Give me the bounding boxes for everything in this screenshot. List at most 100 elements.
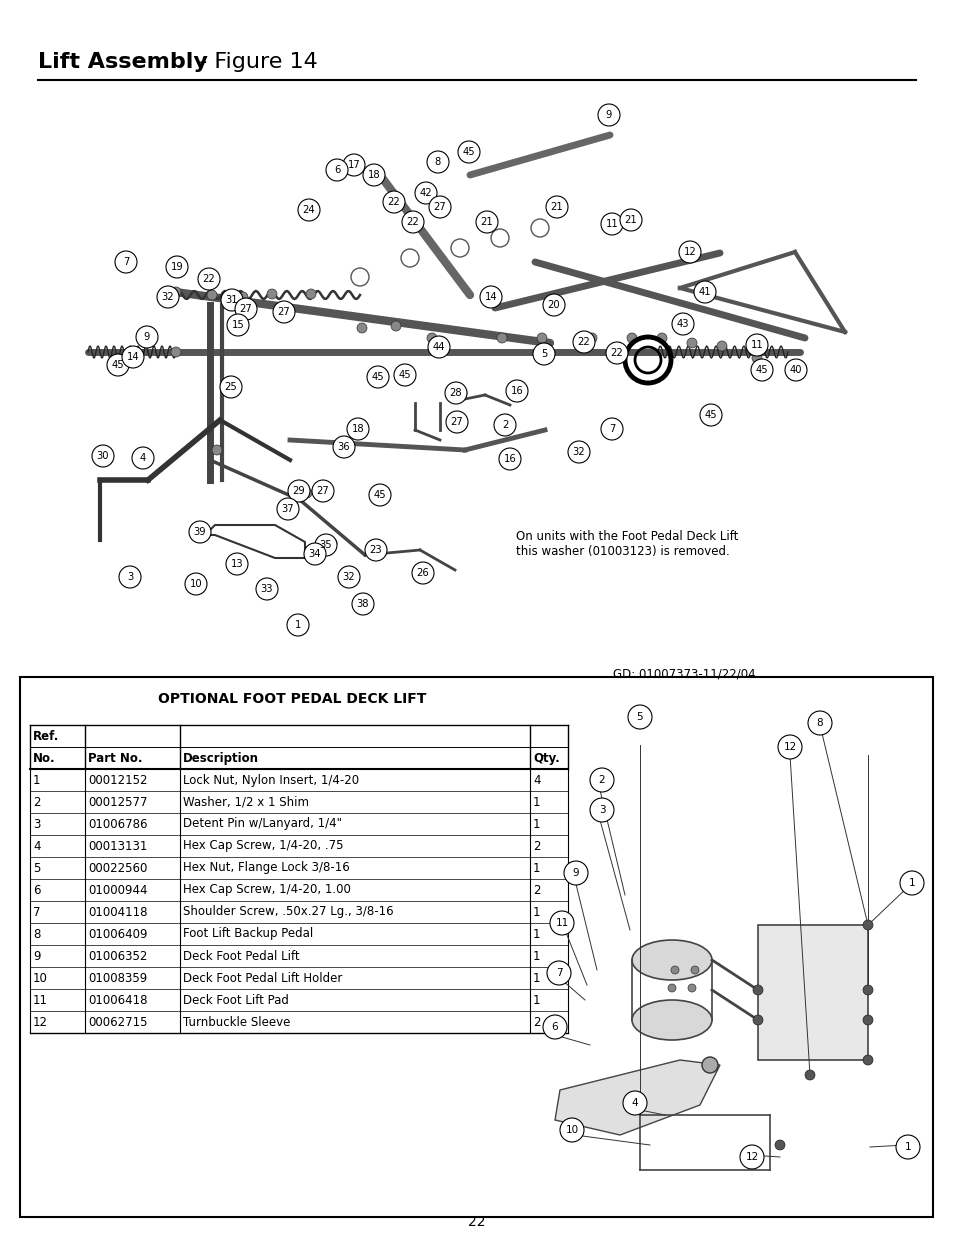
Text: 34: 34 xyxy=(309,550,321,559)
Circle shape xyxy=(91,445,113,467)
Text: 11: 11 xyxy=(605,219,618,228)
Text: 16: 16 xyxy=(503,454,516,464)
Circle shape xyxy=(288,480,310,501)
Text: 12: 12 xyxy=(683,247,696,257)
Circle shape xyxy=(546,961,571,986)
Text: 11: 11 xyxy=(750,340,762,350)
Text: 27: 27 xyxy=(316,487,329,496)
Text: 1: 1 xyxy=(294,620,301,630)
Text: 7: 7 xyxy=(123,257,129,267)
Text: 01004118: 01004118 xyxy=(88,905,148,919)
Text: 22: 22 xyxy=(406,217,419,227)
Circle shape xyxy=(122,346,144,368)
Circle shape xyxy=(363,164,385,186)
Text: 14: 14 xyxy=(127,352,139,362)
Text: 15: 15 xyxy=(232,320,244,330)
Text: Turnbuckle Sleeve: Turnbuckle Sleeve xyxy=(183,1015,290,1029)
Circle shape xyxy=(752,986,762,995)
Text: Lift Assembly: Lift Assembly xyxy=(38,52,208,72)
Text: 1: 1 xyxy=(533,927,540,941)
Text: 1: 1 xyxy=(533,795,540,809)
Circle shape xyxy=(479,287,501,308)
Text: 2: 2 xyxy=(533,1015,540,1029)
Text: 3: 3 xyxy=(127,572,133,582)
Circle shape xyxy=(679,241,700,263)
Text: 45: 45 xyxy=(398,370,411,380)
Text: 1: 1 xyxy=(533,950,540,962)
Circle shape xyxy=(687,984,696,992)
Text: On units with the Foot Pedal Deck Lift
this washer (01003123) is removed.: On units with the Foot Pedal Deck Lift t… xyxy=(516,530,738,558)
Text: 13: 13 xyxy=(231,559,243,569)
Circle shape xyxy=(369,484,391,506)
Text: 6: 6 xyxy=(33,883,40,897)
Text: 12: 12 xyxy=(744,1152,758,1162)
Circle shape xyxy=(542,1015,566,1039)
Text: 1: 1 xyxy=(533,993,540,1007)
Text: 1: 1 xyxy=(33,773,40,787)
Text: 1: 1 xyxy=(903,1142,910,1152)
Text: Foot Lift Backup Pedal: Foot Lift Backup Pedal xyxy=(183,927,313,941)
Text: 1: 1 xyxy=(533,905,540,919)
Circle shape xyxy=(690,966,699,974)
Circle shape xyxy=(297,199,319,221)
Circle shape xyxy=(273,301,294,324)
Text: 6: 6 xyxy=(551,1023,558,1032)
Circle shape xyxy=(563,861,587,885)
Text: 23: 23 xyxy=(370,545,382,555)
Text: 30: 30 xyxy=(96,451,110,461)
Text: 01008359: 01008359 xyxy=(88,972,147,984)
Circle shape xyxy=(670,966,679,974)
Text: 38: 38 xyxy=(356,599,369,609)
Circle shape xyxy=(428,336,450,358)
Circle shape xyxy=(537,333,546,343)
Circle shape xyxy=(476,211,497,233)
Text: 00012577: 00012577 xyxy=(88,795,148,809)
Text: 2: 2 xyxy=(33,795,40,809)
Text: 22: 22 xyxy=(387,198,400,207)
Circle shape xyxy=(220,375,242,398)
Text: 45: 45 xyxy=(372,372,384,382)
Circle shape xyxy=(115,366,125,375)
Circle shape xyxy=(619,209,641,231)
Text: 9: 9 xyxy=(572,868,578,878)
Circle shape xyxy=(429,196,451,219)
Circle shape xyxy=(136,326,158,348)
Circle shape xyxy=(171,287,181,296)
Circle shape xyxy=(598,104,619,126)
Text: 3: 3 xyxy=(33,818,40,830)
Text: 10: 10 xyxy=(33,972,48,984)
Circle shape xyxy=(207,290,216,300)
Circle shape xyxy=(189,521,211,543)
Text: 22: 22 xyxy=(468,1215,485,1229)
Text: 2: 2 xyxy=(501,420,508,430)
Circle shape xyxy=(304,543,326,564)
Circle shape xyxy=(367,366,389,388)
Circle shape xyxy=(545,196,567,219)
Text: 01006786: 01006786 xyxy=(88,818,148,830)
Text: 41: 41 xyxy=(698,287,711,296)
Circle shape xyxy=(693,282,716,303)
Circle shape xyxy=(365,538,387,561)
Text: 27: 27 xyxy=(239,304,253,314)
Text: 35: 35 xyxy=(319,540,332,550)
Circle shape xyxy=(267,289,276,299)
Text: 18: 18 xyxy=(352,424,364,433)
Circle shape xyxy=(862,1015,872,1025)
Circle shape xyxy=(550,911,574,935)
Text: 1: 1 xyxy=(533,972,540,984)
Text: 16: 16 xyxy=(510,387,523,396)
Text: Hex Cap Screw, 1/4-20, .75: Hex Cap Screw, 1/4-20, .75 xyxy=(183,840,343,852)
Text: 2: 2 xyxy=(533,840,540,852)
Text: 1: 1 xyxy=(908,878,914,888)
Circle shape xyxy=(337,566,359,588)
Text: Deck Foot Pedal Lift: Deck Foot Pedal Lift xyxy=(183,950,299,962)
Text: 1: 1 xyxy=(533,862,540,874)
Circle shape xyxy=(774,1140,784,1150)
Circle shape xyxy=(589,798,614,823)
Circle shape xyxy=(533,343,555,366)
Circle shape xyxy=(185,573,207,595)
Circle shape xyxy=(667,984,676,992)
Circle shape xyxy=(391,321,400,331)
Circle shape xyxy=(701,1057,718,1073)
Circle shape xyxy=(778,735,801,760)
